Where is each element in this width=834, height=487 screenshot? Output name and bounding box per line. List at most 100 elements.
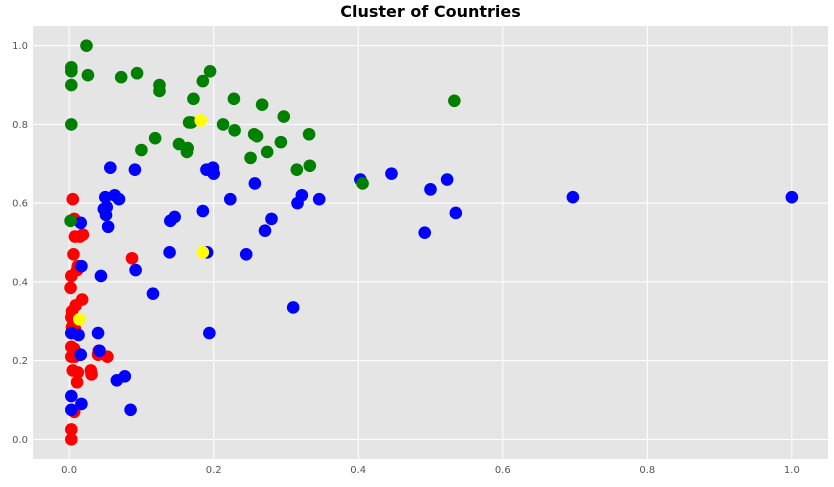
- x-tick-label: 0.4: [350, 465, 366, 476]
- scatter-point: [64, 281, 77, 295]
- scatter-point: [203, 64, 217, 78]
- x-tick-label: 0.6: [495, 465, 511, 476]
- scatter-point: [566, 190, 580, 204]
- scatter-point: [303, 159, 317, 173]
- scatter-point: [203, 326, 216, 340]
- scatter-point: [385, 167, 398, 180]
- scatter-point: [785, 190, 799, 204]
- scatter-point: [67, 248, 80, 261]
- y-tick-label: 0.8: [12, 120, 28, 131]
- scatter-point: [99, 208, 113, 222]
- scatter-point: [65, 326, 78, 340]
- scatter-point: [424, 183, 437, 196]
- scatter-point: [286, 301, 300, 314]
- chart-title: Cluster of Countries: [340, 2, 521, 21]
- scatter-point: [129, 263, 142, 277]
- scatter-point: [255, 98, 269, 112]
- scatter-point: [85, 368, 98, 381]
- scatter-point: [207, 167, 220, 180]
- scatter-point: [74, 216, 87, 230]
- scatter-point: [91, 326, 105, 340]
- scatter-point: [75, 259, 88, 273]
- scatter-point: [216, 118, 230, 131]
- scatter-point: [70, 375, 84, 389]
- scatter-point: [66, 192, 80, 206]
- scatter-point: [64, 214, 77, 228]
- scatter-point: [74, 348, 87, 361]
- scatter-point: [228, 124, 241, 137]
- scatter-point: [418, 226, 432, 239]
- scatter-point: [65, 118, 78, 131]
- scatter-point: [194, 114, 207, 127]
- scatter-point: [168, 210, 181, 224]
- scatter-point: [65, 423, 78, 436]
- scatter-point: [196, 246, 210, 259]
- scatter-point: [65, 78, 78, 92]
- scatter-point: [448, 94, 461, 108]
- scatter-point: [101, 220, 115, 234]
- scatter-point: [196, 204, 210, 218]
- scatter-point: [302, 127, 316, 141]
- scatter-point: [98, 190, 112, 204]
- scatter-point: [75, 293, 89, 306]
- scatter-point: [227, 92, 241, 106]
- scatter-point: [187, 92, 200, 106]
- scatter-point: [163, 246, 176, 259]
- scatter-point: [244, 151, 257, 165]
- x-tick-label: 0.2: [206, 465, 222, 476]
- scatter-point: [104, 161, 117, 175]
- scatter-point: [250, 129, 264, 143]
- scatter-point: [65, 403, 78, 417]
- scatter-point: [295, 188, 309, 202]
- scatter-point: [94, 269, 108, 283]
- scatter-point: [148, 131, 162, 145]
- scatter-point: [239, 248, 253, 261]
- scatter-point: [153, 84, 166, 98]
- x-tick-label: 1.0: [784, 465, 800, 476]
- scatter-point: [114, 70, 128, 84]
- scatter-point: [290, 163, 304, 176]
- plot-background: [33, 26, 828, 459]
- scatter-point: [112, 192, 126, 206]
- scatter-point: [118, 370, 132, 383]
- scatter-point: [196, 74, 210, 88]
- scatter-point: [75, 397, 88, 411]
- scatter-point: [265, 212, 278, 226]
- x-tick-label: 0.0: [61, 465, 77, 476]
- scatter-point: [135, 143, 148, 157]
- scatter-point: [146, 287, 160, 300]
- scatter-point: [258, 224, 272, 237]
- scatter-point: [72, 312, 86, 326]
- scatter-point: [71, 366, 85, 379]
- scatter-point: [125, 251, 139, 265]
- scatter-point: [224, 192, 237, 206]
- scatter-point: [65, 389, 78, 403]
- scatter-point: [180, 145, 194, 159]
- scatter-point: [260, 145, 274, 159]
- x-tick-label: 0.8: [639, 465, 655, 476]
- y-tick-label: 0.2: [12, 356, 28, 367]
- scatter-point: [312, 192, 326, 206]
- scatter-point: [128, 163, 142, 176]
- scatter-point: [274, 135, 288, 149]
- scatter-point: [76, 228, 90, 241]
- scatter-point: [440, 173, 454, 186]
- scatter-point: [277, 110, 291, 123]
- scatter-point: [93, 344, 106, 358]
- scatter-point: [356, 177, 369, 190]
- scatter-point: [124, 403, 137, 417]
- scatter-point: [65, 269, 78, 283]
- y-tick-label: 0.6: [12, 199, 28, 210]
- y-tick-label: 0.0: [12, 435, 28, 446]
- scatter-point: [248, 177, 262, 190]
- scatter-point: [80, 39, 93, 52]
- scatter-point: [184, 116, 198, 129]
- scatter-point: [130, 66, 144, 80]
- y-tick-label: 0.4: [12, 277, 28, 288]
- scatter-point: [81, 68, 95, 82]
- scatter-point: [449, 206, 463, 220]
- scatter-point: [65, 433, 78, 446]
- y-tick-label: 1.0: [12, 41, 28, 52]
